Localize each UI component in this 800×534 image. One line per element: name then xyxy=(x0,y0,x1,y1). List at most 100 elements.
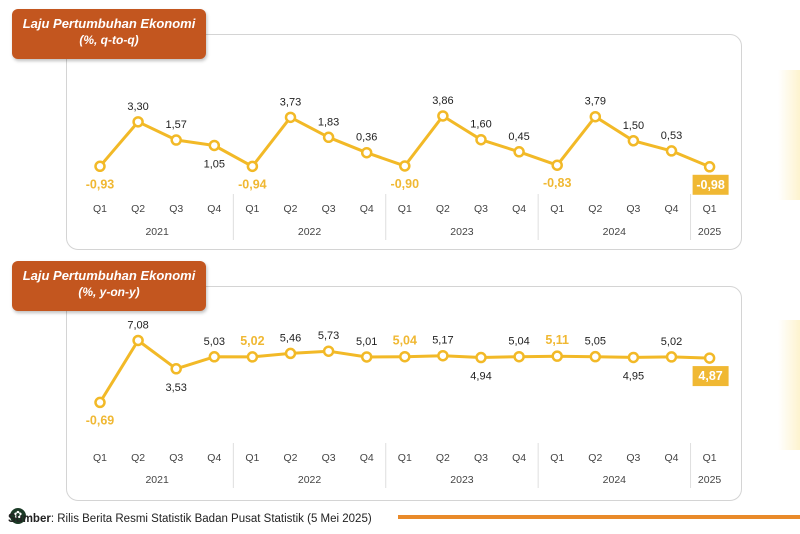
data-point xyxy=(284,111,297,124)
data-label: 5,02 xyxy=(240,334,264,348)
year-label: 2021 xyxy=(145,474,169,486)
data-point xyxy=(399,350,411,363)
data-label: 4,94 xyxy=(470,371,491,383)
data-point xyxy=(437,349,449,362)
x-tick-label: Q2 xyxy=(131,203,145,215)
x-tick-label: Q1 xyxy=(245,452,259,464)
data-label: -0,90 xyxy=(391,177,420,191)
x-tick-label: Q3 xyxy=(626,452,640,464)
x-tick-label: Q2 xyxy=(588,203,602,215)
x-tick-label: Q4 xyxy=(207,203,221,215)
data-label: 1,05 xyxy=(204,158,225,170)
accent-line xyxy=(398,515,800,519)
data-label: 3,73 xyxy=(280,96,301,108)
data-label: 1,83 xyxy=(318,116,339,128)
data-point xyxy=(513,146,525,158)
data-label: -0,94 xyxy=(238,177,267,191)
data-label: 1,50 xyxy=(623,120,644,132)
chart-title-badge-yony: Laju Pertumbuhan Ekonomi (%, y-on-y) xyxy=(12,261,206,311)
data-point xyxy=(513,350,525,363)
data-label: 5,11 xyxy=(545,333,569,347)
data-point xyxy=(246,351,259,363)
x-tick-label: Q2 xyxy=(588,452,602,464)
data-point xyxy=(246,160,259,173)
x-tick-label: Q4 xyxy=(512,203,526,215)
data-label: 5,01 xyxy=(356,336,377,348)
chart-panel-yony xyxy=(66,286,742,501)
x-tick-label: Q4 xyxy=(664,452,678,464)
x-tick-label: Q1 xyxy=(550,452,564,464)
x-tick-label: Q3 xyxy=(474,203,488,215)
data-label: -0,93 xyxy=(86,177,115,191)
data-point xyxy=(284,347,297,360)
data-label: 3,30 xyxy=(127,101,148,113)
chart-yony: -0,69 7,08 3,53 5,03 5,02 5,46 5,73 5,01 5,04 5,1… xyxy=(86,319,729,488)
data-label: -0,83 xyxy=(543,176,572,190)
x-tick-label: Q3 xyxy=(322,452,336,464)
x-tick-label: Q2 xyxy=(436,452,450,464)
x-tick-label: Q1 xyxy=(398,203,412,215)
x-tick-label: Q3 xyxy=(169,452,183,464)
data-point xyxy=(437,110,449,122)
data-point xyxy=(322,131,335,144)
data-label: 3,79 xyxy=(585,96,606,108)
data-point xyxy=(475,351,487,364)
year-label: 2024 xyxy=(603,226,627,238)
data-point xyxy=(170,134,182,146)
data-point xyxy=(360,351,373,363)
data-point xyxy=(703,352,716,364)
x-tick-label: Q3 xyxy=(626,203,640,215)
data-label: -0,69 xyxy=(86,413,115,427)
chart-title-badge-qtoq: Laju Pertumbuhan Ekonomi (%, q-to-q) xyxy=(12,9,206,59)
data-label: 3,86 xyxy=(432,95,453,107)
data-label: 5,05 xyxy=(585,336,606,348)
data-label: 5,04 xyxy=(508,336,529,348)
data-point xyxy=(170,363,182,375)
source-label: Sumber xyxy=(8,513,51,525)
data-point xyxy=(551,159,563,171)
leaf-icon: ✿ xyxy=(10,508,26,524)
x-tick-label: Q2 xyxy=(283,452,297,464)
x-tick-label: Q1 xyxy=(245,203,259,215)
decorative-glow xyxy=(778,70,800,200)
source-text: Sumber: Rilis Berita Resmi Statistik Bad… xyxy=(8,513,372,525)
year-label: 2025 xyxy=(698,474,722,486)
data-point xyxy=(665,351,678,363)
source-detail: : Rilis Berita Resmi Statistik Badan Pus… xyxy=(50,513,372,525)
x-tick-label: Q4 xyxy=(360,452,374,464)
data-point xyxy=(94,160,106,173)
year-label: 2022 xyxy=(298,474,322,486)
data-label: 1,60 xyxy=(470,119,491,131)
x-tick-label: Q3 xyxy=(322,203,336,215)
data-label: 4,95 xyxy=(623,370,644,382)
chart-subtitle-yony: (%, y-on-y) xyxy=(78,285,140,299)
data-label: 5,03 xyxy=(204,336,225,348)
data-point xyxy=(94,396,106,409)
data-point xyxy=(589,110,602,123)
data-point xyxy=(208,351,221,363)
year-label: 2024 xyxy=(603,474,627,486)
data-point xyxy=(132,116,144,128)
series-line-yony xyxy=(98,339,710,404)
highlight-label-box xyxy=(692,366,729,387)
data-point xyxy=(665,145,678,157)
chart-title-yony: Laju Pertumbuhan Ekonomi xyxy=(22,268,196,283)
data-label: 3,53 xyxy=(165,382,186,394)
x-tick-label: Q1 xyxy=(703,203,717,215)
year-label: 2021 xyxy=(145,226,169,238)
x-tick-label: Q4 xyxy=(360,203,374,215)
highlight-label-box xyxy=(692,174,729,195)
data-label: 0,45 xyxy=(508,131,529,143)
data-point xyxy=(360,146,373,159)
data-label: -0,98 xyxy=(696,178,725,192)
chart-qtoq: -0,93 3,30 1,57 1,05 -0,94 3,73 1,83 0,36 -0,90 3… xyxy=(86,95,729,240)
data-label: 5,04 xyxy=(393,334,417,348)
data-point xyxy=(475,133,487,146)
year-label: 2022 xyxy=(298,226,322,238)
x-tick-label: Q2 xyxy=(131,452,145,464)
data-point xyxy=(132,334,144,347)
year-label: 2023 xyxy=(450,474,474,486)
data-point xyxy=(551,350,563,362)
data-point xyxy=(399,160,411,172)
x-tick-label: Q4 xyxy=(207,452,221,464)
